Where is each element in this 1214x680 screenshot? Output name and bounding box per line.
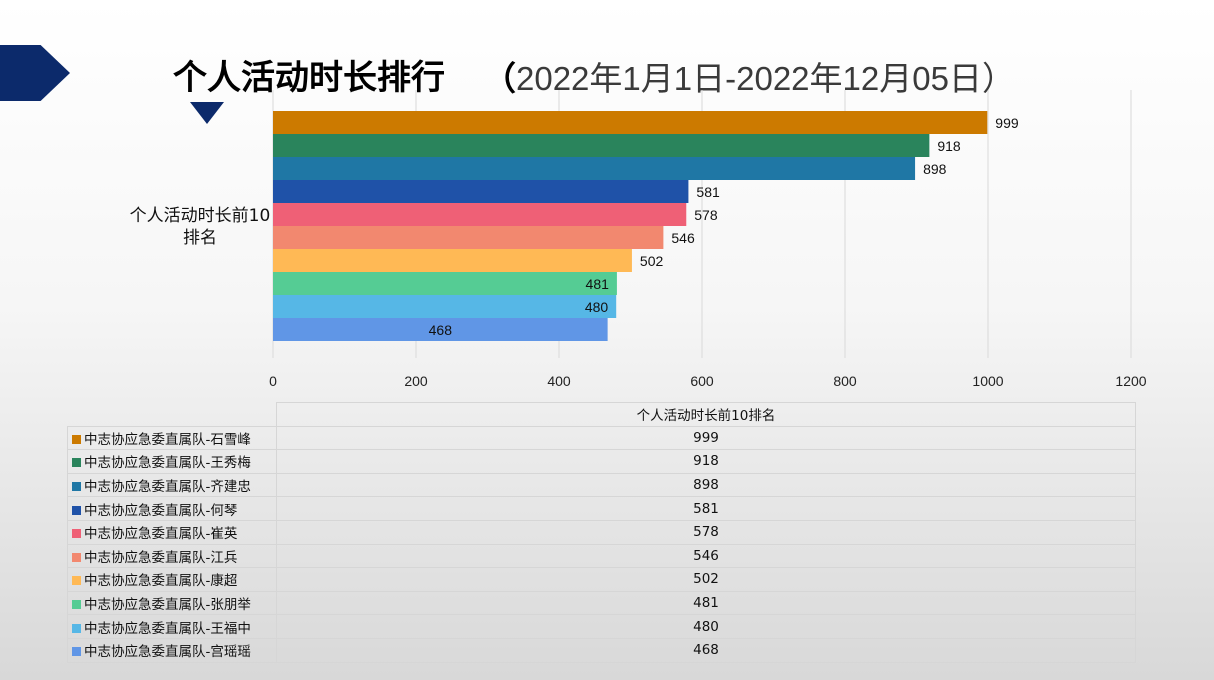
bar [273, 111, 988, 134]
data-label: 546 [671, 230, 695, 246]
value-cell: 898 [276, 472, 1136, 498]
table-header-row: 个人活动时长前10排名 [68, 402, 1136, 427]
page-title: 个人活动时长排行 [173, 58, 445, 98]
legend-cell: 中志协应急委直属队-张朋举 [67, 590, 277, 616]
table-row: 中志协应急委直属队-崔英 578 [67, 519, 1136, 545]
value-cell: 578 [276, 519, 1136, 545]
value-cell: 480 [276, 614, 1136, 639]
table-row: 中志协应急委直属队-张朋举 481 [67, 590, 1136, 616]
bar [273, 272, 617, 295]
data-label: 918 [937, 138, 961, 154]
bar [273, 249, 632, 272]
value-cell: 481 [276, 590, 1136, 616]
data-label: 999 [995, 115, 1019, 131]
legend-label: 中志协应急委直属队-张朋举 [84, 597, 251, 614]
down-triangle-icon [190, 102, 224, 124]
value-cell: 999 [276, 425, 1136, 451]
x-tick-label: 1000 [972, 373, 1003, 389]
x-tick-label: 800 [833, 373, 857, 389]
table-row: 中志协应急委直属队-江兵 546 [67, 543, 1136, 569]
bar [273, 180, 689, 203]
legend-swatch [72, 458, 81, 468]
legend-swatch [72, 647, 81, 657]
bar [273, 295, 617, 318]
table-row: 中志协应急委直属队-康超 502 [67, 567, 1136, 592]
legend-cell: 中志协应急委直属队-康超 [67, 567, 277, 592]
legend-swatch [72, 434, 81, 444]
x-tick-label: 400 [547, 373, 571, 389]
legend-label: 中志协应急委直属队-崔英 [84, 526, 238, 543]
legend-swatch [72, 552, 81, 562]
table-row: 中志协应急委直属队-石雪峰 999 [67, 425, 1136, 451]
legend-cell: 中志协应急委直属队-宫瑶瑶 [67, 637, 277, 663]
data-table: 个人活动时长前10排名 中志协应急委直属队-石雪峰 999 中志协应急委直属队-王秀… [67, 402, 1136, 663]
legend-label: 中志协应急委直属队-王福中 [84, 620, 251, 637]
data-label: 898 [923, 161, 947, 177]
x-tick-label: 200 [404, 373, 428, 389]
table-row: 中志协应急委直属队-王秀梅 918 [67, 449, 1136, 474]
legend-cell: 中志协应急委直属队-石雪峰 [67, 425, 277, 451]
table-row: 中志协应急委直属队-何琴 581 [67, 496, 1136, 521]
table-row: 中志协应急委直属队-宫瑶瑶 468 [67, 637, 1136, 663]
legend-cell: 中志协应急委直属队-崔英 [67, 519, 277, 545]
legend-cell: 中志协应急委直属队-王福中 [67, 614, 277, 639]
bar [273, 318, 608, 341]
legend-label: 中志协应急委直属队-齐建忠 [84, 479, 251, 496]
data-label: 581 [696, 184, 720, 200]
legend-cell: 中志协应急委直属队-齐建忠 [67, 472, 277, 498]
bar-chart: 0 200 400 600 800 1000 1200 999 918 898 581 578 546 5… [269, 90, 1147, 389]
legend-swatch [72, 529, 81, 539]
legend-cell: 中志协应急委直属队-江兵 [67, 543, 277, 569]
legend-label: 中志协应急委直属队-石雪峰 [84, 431, 251, 448]
legend-label: 中志协应急委直属队-江兵 [84, 549, 238, 566]
bar [273, 226, 664, 249]
bar [273, 203, 687, 226]
x-tick-label: 1200 [1115, 373, 1146, 389]
table-header: 个人活动时长前10排名 [276, 402, 1136, 427]
date-range: 2022年1月1日-2022年12月05日 [516, 60, 982, 97]
table-row: 中志协应急委直属队-王福中 480 [67, 614, 1136, 639]
legend-label: 中志协应急委直属队-宫瑶瑶 [84, 644, 251, 661]
page-subtitle: （2022年1月1日-2022年12月05日） [483, 52, 1015, 100]
x-tick-label: 600 [690, 373, 714, 389]
table-row: 中志协应急委直属队-齐建忠 898 [67, 472, 1136, 498]
value-cell: 918 [276, 449, 1136, 474]
data-label: 468 [429, 322, 453, 338]
data-label: 502 [640, 253, 664, 269]
legend-swatch [72, 482, 81, 492]
x-tick-label: 0 [269, 373, 277, 389]
data-label: 480 [585, 299, 609, 315]
legend-swatch [72, 505, 81, 515]
value-cell: 546 [276, 543, 1136, 569]
legend-cell: 中志协应急委直属队-何琴 [67, 496, 277, 521]
legend-cell: 中志协应急委直属队-王秀梅 [67, 449, 277, 474]
data-label: 481 [586, 276, 610, 292]
paren-close: ） [981, 60, 1015, 97]
bar [273, 157, 916, 180]
legend-label: 中志协应急委直属队-何琴 [84, 502, 238, 519]
data-label: 578 [694, 207, 718, 223]
value-cell: 502 [276, 567, 1136, 592]
y-axis-title: 个人活动时长前10排名 [129, 206, 271, 248]
paren-open: （ [483, 60, 516, 97]
value-cell: 468 [276, 637, 1136, 663]
legend-label: 中志协应急委直属队-王秀梅 [84, 455, 251, 472]
value-cell: 581 [276, 496, 1136, 521]
legend-swatch [72, 576, 81, 586]
legend-swatch [72, 623, 81, 633]
legend-label: 中志协应急委直属队-康超 [84, 573, 238, 590]
legend-swatch [72, 600, 81, 610]
bar [273, 134, 930, 157]
